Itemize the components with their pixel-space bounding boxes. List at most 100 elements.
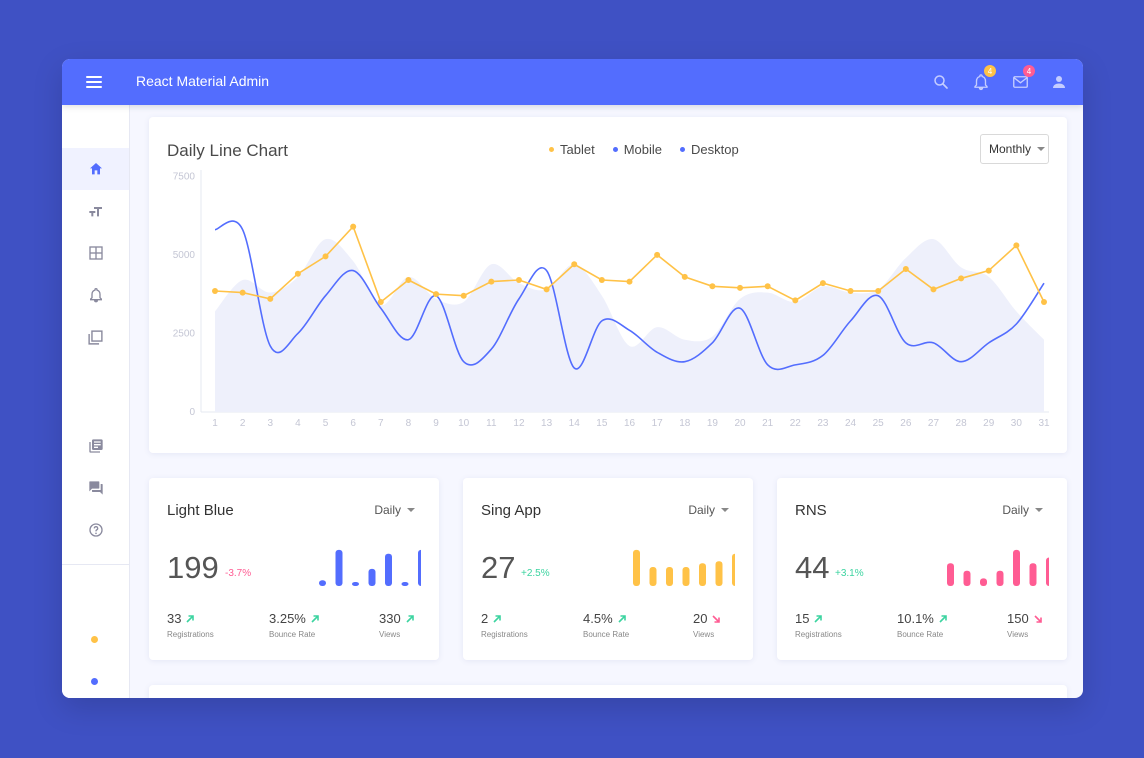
metric-registrations: 33 Registrations [167,611,214,639]
x-tick-label: 9 [433,418,439,429]
mini-bar [418,549,421,586]
chat-icon [88,481,103,495]
mini-bar [947,563,954,586]
series-tablet-point [709,283,716,290]
trend-arrow-icon [712,614,721,623]
menu-icon[interactable] [86,73,106,91]
metric-label: Registrations [481,630,528,639]
series-tablet-point [405,277,412,283]
series-tablet-point [515,277,522,283]
metric-views: 330 Views [379,611,415,639]
x-tick-label: 17 [652,418,664,429]
stat-delta: +3.1% [835,568,864,579]
x-tick-label: 8 [406,418,412,429]
stat-title: Sing App [481,502,542,519]
trend-arrow-icon [1034,614,1042,623]
metric-bounce-rate: 4.5% Bounce Rate [583,611,629,639]
x-tick-label: 2 [240,418,246,429]
period-select[interactable]: Daily [688,503,729,517]
stat-title: Light Blue [167,502,234,519]
sidebar-item-ui-elements[interactable] [62,316,129,358]
stat-delta: -3.7% [225,568,252,579]
sidebar-dot-warning[interactable] [91,636,98,643]
x-tick-label: 15 [596,418,608,429]
metric-label: Views [379,630,401,639]
notifications-button[interactable]: 4 [970,65,996,93]
y-tick-label: 0 [189,407,195,418]
sidebar-item-notifications[interactable] [62,274,129,316]
range-select-value: Monthly [989,142,1032,156]
mini-bar [368,568,376,586]
series-tablet-point [737,284,744,291]
metric-value: 150 [1007,611,1029,626]
account-icon[interactable] [1048,71,1070,93]
app-title: React Material Admin [136,73,270,89]
series-tablet-point [764,283,771,290]
sidebar-item-library[interactable] [62,425,129,467]
stat-value: 27 [481,550,516,585]
mini-bar [1029,563,1037,586]
x-tick-label: 11 [486,418,497,429]
sidebar-item-typography[interactable] [62,190,129,232]
x-tick-label: 14 [569,418,581,429]
mini-bar [996,570,1004,586]
mini-bar [682,567,690,586]
period-select-value: Daily [374,503,401,517]
messages-button[interactable]: 4 [1009,65,1035,93]
home-icon [89,163,102,175]
sidebar-item-faq[interactable] [62,509,129,551]
x-tick-label: 21 [762,418,774,429]
x-tick-label: 13 [541,418,553,429]
series-desktop-area [215,238,1044,412]
mini-bar [319,580,326,586]
next-card [149,685,1067,698]
series-tablet-point [598,277,605,283]
metric-label: Views [1007,630,1029,639]
period-select[interactable]: Daily [374,503,415,517]
series-tablet-point [681,273,688,280]
chart-title: Daily Line Chart [167,141,288,160]
x-tick-label: 26 [900,418,912,429]
mini-bar [352,582,359,586]
stat-value: 44 [795,550,830,585]
stat-card-light-blue: Light Blue Daily 199 -3.7% 33 Registrati… [149,478,439,660]
sidebar-item-tables[interactable] [62,232,129,274]
mini-bar [666,567,673,586]
mini-bar [633,549,640,586]
metric-value: 10.1% [897,611,934,626]
sidebar-item-home[interactable] [62,148,129,190]
mail-icon [1012,76,1028,88]
x-tick-label: 5 [323,418,329,429]
x-tick-label: 22 [790,418,802,429]
sidebar-item-support[interactable] [62,467,129,509]
chart-legend: Tablet Mobile Desktop [549,142,739,157]
sidebar-dot-primary[interactable] [91,678,98,685]
series-tablet-point [930,286,937,293]
mini-bar-chart [319,549,421,586]
metric-label: Bounce Rate [269,630,316,639]
series-tablet-point [847,288,854,294]
period-select[interactable]: Daily [1002,503,1043,517]
metric-value: 4.5% [583,611,613,626]
metric-registrations: 2 Registrations [481,611,528,639]
trend-arrow-icon [493,614,502,623]
series-tablet-point [543,286,550,293]
stat-delta: +2.5% [521,568,550,579]
period-select-value: Daily [1002,503,1029,517]
x-tick-label: 4 [295,418,301,429]
legend-label: Mobile [623,142,662,157]
x-tick-label: 28 [956,418,968,429]
mini-bar [649,567,657,586]
legend-label: Tablet [560,142,595,157]
search-icon[interactable] [930,71,952,93]
trend-arrow-icon [186,614,195,623]
metric-label: Bounce Rate [897,630,944,639]
legend-dot [549,147,554,152]
mini-bar-chart [947,549,1049,586]
trend-arrow-icon [814,614,823,623]
x-tick-label: 16 [624,418,636,429]
range-select[interactable]: Monthly [980,134,1049,164]
x-tick-label: 10 [458,418,470,429]
series-tablet-point [1041,299,1047,305]
legend-item-mobile: Mobile [612,142,662,157]
